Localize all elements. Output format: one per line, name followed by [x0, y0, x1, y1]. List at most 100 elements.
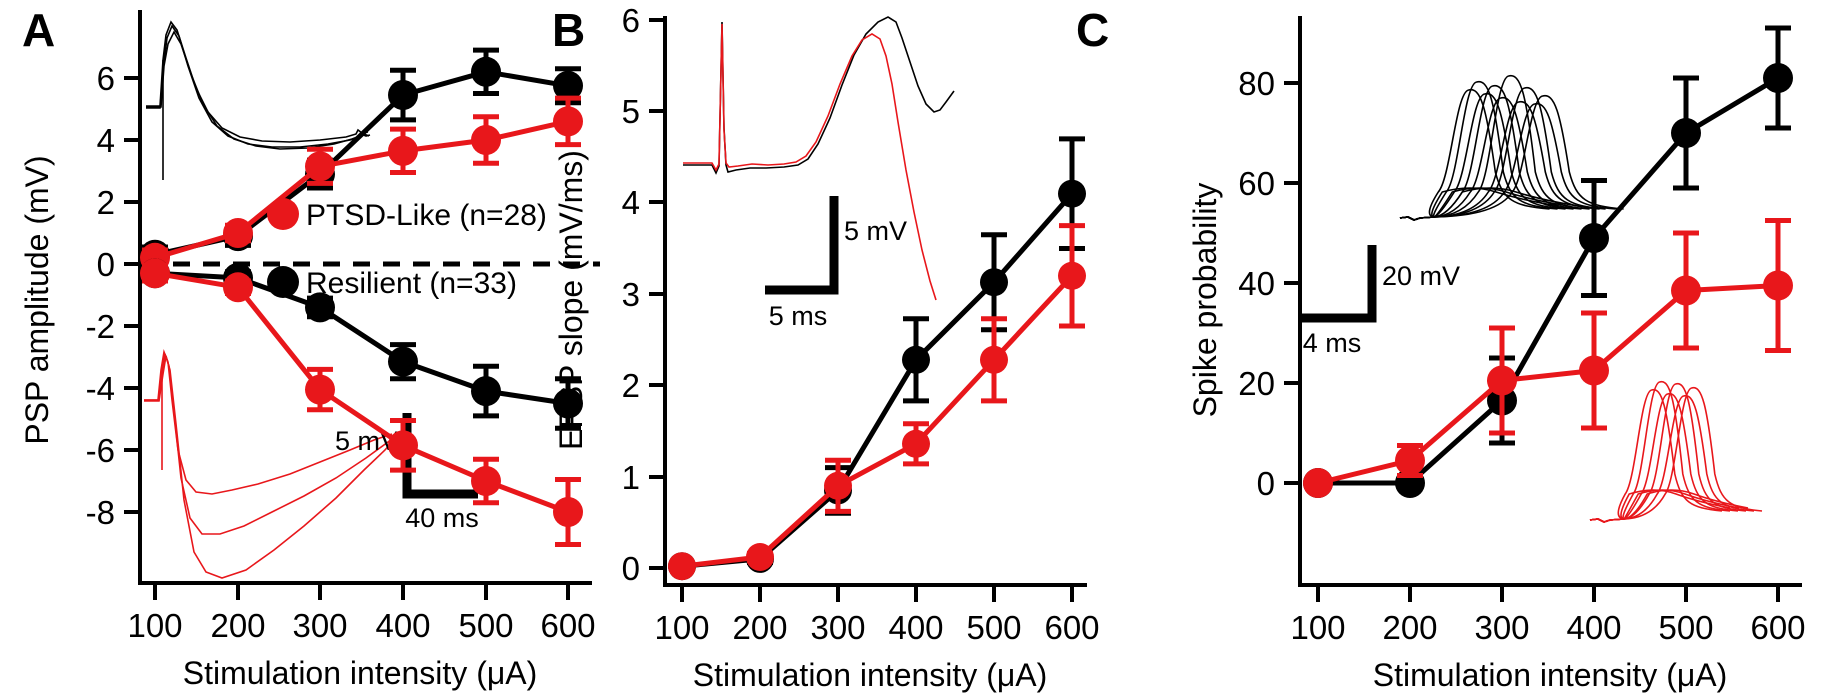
panel-c-y-axis-title: Spike probability	[1187, 183, 1223, 418]
spike-trace	[1399, 94, 1624, 221]
panel-b-y-axis-title: EPSP slope (mV/ms)	[553, 150, 589, 450]
spike-trace	[1589, 386, 1763, 523]
spike-trace	[1399, 80, 1558, 221]
panel-b-series	[668, 136, 1086, 581]
panel-c-scalebar-v-label: 20 mV	[1382, 261, 1460, 291]
series-group	[1303, 218, 1793, 498]
panel-c-inset-traces-red	[1589, 380, 1763, 523]
panel-c-x-axis-title: Stimulation intensity (μA)	[1373, 657, 1728, 693]
panel-a-ytick-1: 4	[97, 122, 115, 159]
panel-a-xtick-1: 200	[210, 607, 265, 644]
panel-a: A 6 4 2 0 -2 -4 -6 -8	[0, 0, 620, 700]
panel-b: B 6 5 4 3 2 1 0	[540, 0, 1100, 700]
series-line	[1317, 283, 1779, 486]
data-point-marker	[902, 345, 930, 374]
spike-trace	[1589, 394, 1755, 523]
panel-c-y-ticks: 80 60 40 20 0	[1238, 65, 1300, 502]
panel-c-xtick-5: 600	[1750, 609, 1805, 646]
panel-b-xtick-1: 200	[732, 609, 787, 646]
data-point-marker	[1395, 445, 1425, 476]
panel-c-ytick-1: 60	[1238, 165, 1275, 202]
panel-a-xtick-4: 500	[458, 607, 513, 644]
legend-label-resilient: Resilient (n=33)	[306, 267, 517, 300]
series-group	[140, 258, 583, 548]
data-point-marker	[553, 70, 583, 101]
spike-trace	[1399, 88, 1550, 221]
panel-a-y-axis-title: PSP amplitude (mV)	[19, 155, 55, 444]
panel-c-series	[1303, 25, 1793, 498]
legend-marker-resilient	[267, 266, 299, 298]
spike-trace	[1399, 74, 1590, 221]
data-point-marker	[471, 466, 501, 496]
panel-c: C 80 60 40 20 0	[1076, 0, 1842, 700]
series-line	[681, 192, 1074, 569]
panel-b-x-axis-title: Stimulation intensity (μA)	[693, 657, 1048, 693]
data-point-marker	[553, 106, 583, 137]
panel-c-x-ticks: 100 200 300 400 500 600	[1290, 585, 1806, 646]
data-point-marker	[388, 80, 418, 110]
data-point-marker	[388, 135, 418, 166]
panel-c-xtick-2: 300	[1474, 609, 1529, 646]
subthreshold-trace	[1589, 489, 1749, 523]
panel-a-x-axis-title: Stimulation intensity (μA)	[183, 655, 538, 691]
legend-label-ptsd: PTSD-Like (n=28)	[306, 199, 547, 232]
panel-a-inset-traces-black	[146, 20, 371, 180]
panel-a-ytick-2: 2	[97, 184, 115, 221]
data-point-marker	[471, 125, 501, 155]
panel-c-ytick-3: 20	[1238, 365, 1275, 402]
spike-trace	[1399, 102, 1616, 221]
panel-a-ytick-5: -4	[86, 370, 115, 407]
series-group	[140, 95, 583, 273]
panel-b-scalebar-v-label: 5 mV	[844, 216, 907, 246]
panel-b-ytick-6: 0	[622, 550, 640, 587]
data-point-marker	[668, 552, 696, 581]
spike-trace	[1589, 392, 1739, 523]
series-group	[668, 223, 1086, 581]
data-point-marker	[388, 430, 418, 461]
data-point-marker	[1579, 223, 1609, 253]
panel-c-ytick-2: 40	[1238, 265, 1275, 302]
data-point-marker	[388, 346, 418, 377]
data-point-marker	[980, 345, 1008, 374]
panel-b-ytick-3: 3	[622, 276, 640, 313]
panel-b-x-ticks: 100 200 300 400 500 600	[654, 585, 1100, 646]
panel-b-letter: B	[552, 4, 585, 56]
data-point-marker	[223, 272, 253, 303]
series-group	[668, 136, 1086, 581]
panel-b-xtick-5: 600	[1044, 609, 1099, 646]
panel-a-letter: A	[22, 4, 55, 56]
subthreshold-trace	[1589, 489, 1731, 523]
panel-c-letter: C	[1076, 4, 1109, 56]
panel-b-xtick-4: 500	[966, 609, 1021, 646]
data-point-marker	[1058, 179, 1086, 208]
panel-a-xtick-0: 100	[127, 607, 182, 644]
panel-a-ytick-7: -8	[86, 494, 115, 531]
panel-c-xtick-0: 100	[1290, 609, 1345, 646]
series-line	[154, 118, 569, 261]
data-point-marker	[305, 292, 335, 323]
panel-b-xtick-2: 300	[810, 609, 865, 646]
panel-b-inset-traces	[683, 16, 955, 301]
panel-b-ytick-0: 6	[622, 2, 640, 39]
panel-c-xtick-4: 500	[1658, 609, 1713, 646]
panel-a-series	[140, 47, 583, 548]
panel-a-ytick-0: 6	[97, 60, 115, 97]
data-point-marker	[471, 56, 501, 87]
panel-a-legend: PTSD-Like (n=28) Resilient (n=33)	[267, 198, 547, 300]
panel-c-inset-traces-black	[1399, 74, 1624, 221]
data-point-marker	[1579, 355, 1609, 386]
data-point-marker	[305, 374, 335, 405]
data-point-marker	[902, 429, 930, 458]
panel-a-ytick-3: 0	[97, 246, 115, 283]
panel-a-xtick-3: 400	[375, 607, 430, 644]
panel-b-ytick-1: 5	[622, 93, 640, 130]
panel-a-inset-traces-red	[144, 349, 399, 579]
panel-a-xtick-2: 300	[292, 607, 347, 644]
panel-c-scalebar-h-label: 4 ms	[1303, 328, 1362, 358]
subthreshold-trace	[1399, 187, 1579, 221]
panel-c-scalebar: 20 mV 4 ms	[1302, 245, 1460, 358]
panel-b-xtick-0: 100	[654, 609, 709, 646]
data-point-marker	[1763, 63, 1793, 93]
panel-b-ytick-5: 1	[622, 459, 640, 496]
spike-trace	[1589, 388, 1723, 523]
